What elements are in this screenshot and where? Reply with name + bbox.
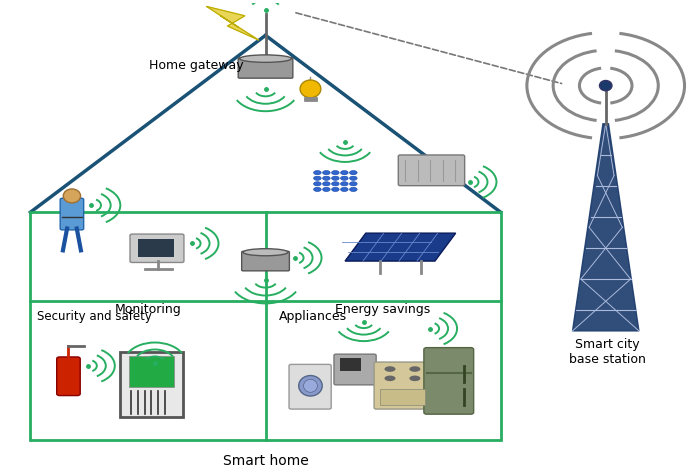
Ellipse shape xyxy=(332,176,339,180)
Ellipse shape xyxy=(341,187,348,191)
Ellipse shape xyxy=(323,171,330,175)
Text: Smart home: Smart home xyxy=(222,454,308,468)
Ellipse shape xyxy=(323,182,330,186)
Text: Smart city
base station: Smart city base station xyxy=(569,338,646,366)
Bar xyxy=(137,239,174,257)
Text: Security and safety: Security and safety xyxy=(38,310,152,323)
Text: Energy savings: Energy savings xyxy=(335,303,431,316)
Ellipse shape xyxy=(243,249,288,256)
Ellipse shape xyxy=(323,176,330,180)
Ellipse shape xyxy=(314,187,321,191)
Polygon shape xyxy=(207,7,259,40)
Ellipse shape xyxy=(304,379,317,392)
Ellipse shape xyxy=(314,182,321,186)
Ellipse shape xyxy=(314,176,321,180)
Ellipse shape xyxy=(63,189,81,203)
Ellipse shape xyxy=(349,182,357,186)
FancyBboxPatch shape xyxy=(130,234,184,263)
FancyBboxPatch shape xyxy=(334,354,376,385)
Ellipse shape xyxy=(240,55,291,63)
Ellipse shape xyxy=(323,187,330,191)
Text: Home gateway: Home gateway xyxy=(149,59,244,72)
FancyBboxPatch shape xyxy=(374,362,431,409)
Ellipse shape xyxy=(300,80,321,98)
Text: Appliances: Appliances xyxy=(279,310,348,323)
Ellipse shape xyxy=(314,171,321,175)
FancyBboxPatch shape xyxy=(242,251,289,271)
FancyBboxPatch shape xyxy=(424,347,474,414)
Bar xyxy=(381,389,424,405)
Ellipse shape xyxy=(409,375,420,381)
Ellipse shape xyxy=(341,176,348,180)
Ellipse shape xyxy=(599,81,612,91)
Ellipse shape xyxy=(385,366,395,372)
Ellipse shape xyxy=(349,176,357,180)
Ellipse shape xyxy=(332,182,339,186)
Bar xyxy=(129,356,174,387)
FancyBboxPatch shape xyxy=(238,58,293,78)
Polygon shape xyxy=(572,124,639,331)
Ellipse shape xyxy=(341,182,348,186)
Text: Monitoring: Monitoring xyxy=(114,303,181,316)
Bar xyxy=(121,352,183,417)
Ellipse shape xyxy=(349,171,357,175)
Ellipse shape xyxy=(385,375,395,381)
Polygon shape xyxy=(345,233,456,261)
FancyBboxPatch shape xyxy=(289,365,331,409)
FancyBboxPatch shape xyxy=(398,155,465,186)
Ellipse shape xyxy=(341,171,348,175)
FancyBboxPatch shape xyxy=(60,198,84,230)
Ellipse shape xyxy=(332,187,339,191)
Ellipse shape xyxy=(409,366,420,372)
Bar xyxy=(340,358,361,371)
Ellipse shape xyxy=(299,375,322,396)
Ellipse shape xyxy=(332,171,339,175)
FancyBboxPatch shape xyxy=(56,357,80,396)
Bar xyxy=(31,212,500,440)
Ellipse shape xyxy=(349,187,357,191)
